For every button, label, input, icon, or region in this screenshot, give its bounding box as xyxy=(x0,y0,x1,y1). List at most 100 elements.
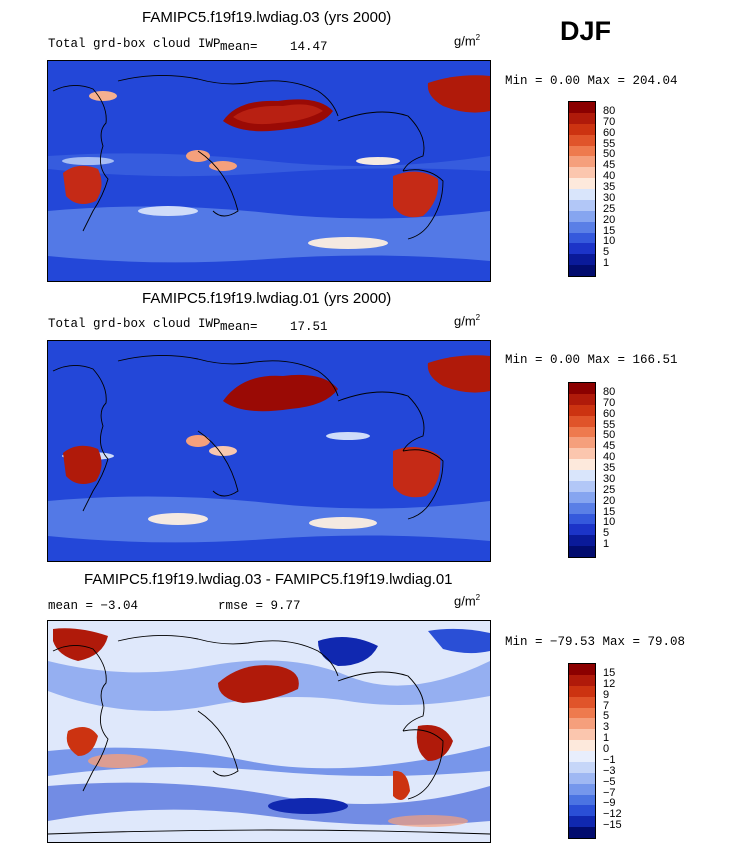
colorbar-swatch xyxy=(569,524,595,536)
colorbar-tick-label: 1 xyxy=(603,538,610,551)
colorbar-swatch xyxy=(569,243,595,255)
colorbar-tick-label: 15 xyxy=(603,224,616,237)
colorbar-tick-label: 3 xyxy=(603,721,610,734)
colorbar-swatch xyxy=(569,783,595,795)
colorbar-swatch xyxy=(569,740,595,751)
colorbar-swatch xyxy=(569,383,595,394)
colorbar-swatch xyxy=(569,761,595,773)
colorbar-swatch xyxy=(569,437,595,449)
colorbar-tick-label: 45 xyxy=(603,440,616,453)
colorbar-tick-label: 5 xyxy=(603,527,610,540)
panel1-map xyxy=(47,60,491,282)
colorbar-swatch xyxy=(569,685,595,697)
colorbar-tick-label: 15 xyxy=(603,666,616,679)
colorbar-tick-label: 80 xyxy=(603,385,616,398)
colorbar-tick-label: 50 xyxy=(603,429,616,442)
panel3-map xyxy=(47,620,491,843)
colorbar-tick-label: 30 xyxy=(603,472,616,485)
panel3-rmse: rmse = 9.77 xyxy=(218,599,301,613)
colorbar-tick-label: 80 xyxy=(603,104,616,117)
colorbar-swatch xyxy=(569,167,595,179)
colorbar-swatch xyxy=(569,102,595,113)
colorbar-tick-label: 12 xyxy=(603,677,616,690)
colorbar-tick-label: −15 xyxy=(603,819,622,832)
colorbar-swatch xyxy=(569,123,595,135)
colorbar-tick-label: 55 xyxy=(603,137,616,150)
panel3-mean: mean = −3.04 xyxy=(48,599,139,613)
panel2-colorbar xyxy=(568,382,596,558)
colorbar-swatch xyxy=(569,827,595,838)
colorbar-tick-label: 50 xyxy=(603,148,616,161)
panel1-mean-value: 14.47 xyxy=(290,40,328,54)
panel3-minmax: Min = −79.53 Max = 79.08 xyxy=(505,635,686,649)
panel1-map-svg xyxy=(48,61,490,281)
colorbar-tick-label: 70 xyxy=(603,115,616,128)
panel3-units: g/m2 xyxy=(454,593,481,609)
colorbar-swatch xyxy=(569,664,595,675)
colorbar-swatch xyxy=(569,459,595,470)
colorbar-swatch xyxy=(569,189,595,200)
panel2-mean-label: mean= xyxy=(220,320,258,334)
colorbar-tick-label: 5 xyxy=(603,710,610,723)
panel2-units: g/m2 xyxy=(454,313,481,329)
colorbar-swatch xyxy=(569,178,595,189)
colorbar-tick-label: 40 xyxy=(603,170,616,183)
colorbar-tick-label: 10 xyxy=(603,235,616,248)
colorbar-tick-label: 20 xyxy=(603,494,616,507)
colorbar-tick-label: 30 xyxy=(603,191,616,204)
colorbar-tick-label: 9 xyxy=(603,688,610,701)
colorbar-swatch xyxy=(569,448,595,460)
colorbar-tick-label: 25 xyxy=(603,202,616,215)
panel3-map-svg xyxy=(48,621,490,842)
colorbar-swatch xyxy=(569,674,595,686)
colorbar-swatch xyxy=(569,470,595,481)
colorbar-tick-label: 70 xyxy=(603,396,616,409)
panel2-field-label: Total grd-box cloud IWP xyxy=(48,317,221,331)
colorbar-swatch xyxy=(569,772,595,784)
colorbar-swatch xyxy=(569,145,595,157)
colorbar-swatch xyxy=(569,404,595,416)
colorbar-tick-label: 1 xyxy=(603,257,610,270)
colorbar-swatch xyxy=(569,794,595,806)
panel1-minmax: Min = 0.00 Max = 204.04 xyxy=(505,74,678,88)
colorbar-swatch xyxy=(569,393,595,405)
colorbar-tick-label: 45 xyxy=(603,159,616,172)
panel2-map xyxy=(47,340,491,562)
colorbar-swatch xyxy=(569,199,595,211)
colorbar-tick-label: 0 xyxy=(603,743,610,755)
colorbar-swatch xyxy=(569,491,595,503)
colorbar-swatch xyxy=(569,546,595,557)
colorbar-tick-label: −3 xyxy=(603,764,616,777)
panel1-title: FAMIPC5.f19f19.lwdiag.03 (yrs 2000) xyxy=(142,9,392,26)
colorbar-tick-label: −12 xyxy=(603,808,622,821)
colorbar-swatch xyxy=(569,254,595,266)
colorbar-tick-label: 40 xyxy=(603,451,616,464)
season-label: DJF xyxy=(560,16,612,46)
colorbar-tick-label: 5 xyxy=(603,246,610,259)
colorbar-swatch xyxy=(569,513,595,525)
colorbar-tick-label: 7 xyxy=(603,699,610,712)
colorbar-swatch xyxy=(569,480,595,492)
colorbar-tick-label: 35 xyxy=(603,462,616,474)
colorbar-swatch xyxy=(569,156,595,168)
panel1-units: g/m2 xyxy=(454,33,481,49)
colorbar-swatch xyxy=(569,415,595,427)
colorbar-swatch xyxy=(569,426,595,438)
colorbar-swatch xyxy=(569,729,595,741)
colorbar-swatch xyxy=(569,210,595,222)
colorbar-swatch xyxy=(569,134,595,146)
colorbar-tick-label: 60 xyxy=(603,407,616,420)
colorbar-tick-label: 1 xyxy=(603,732,610,745)
panel3-colorbar xyxy=(568,663,596,839)
panel2-mean-value: 17.51 xyxy=(290,320,328,334)
colorbar-tick-label: 35 xyxy=(603,181,616,193)
panel1-mean-label: mean= xyxy=(220,40,258,54)
colorbar-swatch xyxy=(569,816,595,828)
colorbar-swatch xyxy=(569,502,595,514)
colorbar-swatch xyxy=(569,232,595,244)
panel2-minmax: Min = 0.00 Max = 166.51 xyxy=(505,353,678,367)
colorbar-tick-label: 25 xyxy=(603,483,616,496)
panel2-map-svg xyxy=(48,341,490,561)
colorbar-tick-label: 15 xyxy=(603,505,616,518)
colorbar-tick-label: 20 xyxy=(603,213,616,226)
